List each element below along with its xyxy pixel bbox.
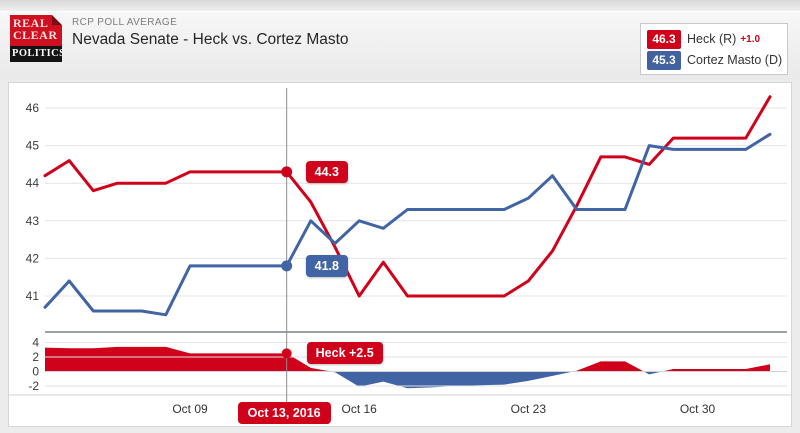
tooltip-heck-value: 44.3	[305, 160, 348, 183]
spread-y-tick-label: 0	[32, 365, 39, 379]
main-y-tick-label: 43	[26, 214, 40, 228]
top-strip	[0, 0, 800, 12]
legend-change-heck: +1.0	[740, 33, 761, 45]
tooltip-spread-value: Heck +2.5	[306, 342, 383, 365]
logo-line-real: REAL	[13, 16, 49, 30]
legend-value-cortez-masto: 45.3	[647, 50, 681, 70]
spread-y-tick-label: 2	[32, 350, 39, 364]
cursor-dot-cortez-masto	[281, 260, 293, 272]
logo-fold-notch	[52, 15, 62, 25]
rcp-logo-red-box: REAL CLEAR	[10, 15, 62, 46]
legend-entry-heck: 46.3 Heck (R) +1.0	[647, 29, 781, 49]
legend-label-heck: Heck (R)	[687, 32, 737, 46]
x-tick-label: Oct 16	[341, 402, 377, 416]
legend: 46.3 Heck (R) +1.0 45.3 Cortez Masto (D)	[640, 23, 788, 75]
cursor-date-badge: Oct 13, 2016	[237, 402, 331, 424]
cursor-dot-spread	[281, 348, 292, 359]
spread-area-positive	[45, 346, 770, 372]
kicker: RCP POLL AVERAGE	[72, 17, 178, 28]
series-line-cortez-masto	[43, 132, 772, 317]
x-tick-label: Oct 23	[511, 402, 547, 416]
main-y-tick-label: 45	[26, 139, 40, 153]
rcp-logo-politics-bar: POLITICS	[10, 46, 62, 62]
spread-y-tick-label: 4	[32, 336, 39, 350]
rcp-logo[interactable]: REAL CLEAR POLITICS	[10, 15, 62, 62]
legend-label-cortez-masto: Cortez Masto (D)	[687, 53, 783, 67]
main-y-tick-label: 44	[26, 176, 40, 190]
x-tick-label: Oct 30	[680, 402, 716, 416]
spread-area-negative	[45, 371, 770, 389]
spread-y-tick-label: -2	[28, 379, 39, 393]
main-y-tick-label: 41	[26, 289, 40, 303]
legend-value-heck: 46.3	[647, 29, 681, 49]
tooltip-cortez-masto-value: 41.8	[305, 254, 348, 277]
cursor-dot-heck	[281, 166, 293, 178]
x-tick-label: Oct 09	[172, 402, 208, 416]
main-y-tick-label: 42	[26, 251, 40, 265]
legend-entry-cortez-masto: 45.3 Cortez Masto (D)	[647, 50, 783, 70]
series-line-heck	[43, 95, 772, 298]
main-y-tick-label: 46	[26, 101, 40, 115]
logo-line-politics: POLITICS	[12, 48, 62, 59]
logo-line-clear: CLEAR	[13, 28, 58, 42]
page-title: Nevada Senate - Heck vs. Cortez Masto	[72, 31, 349, 48]
